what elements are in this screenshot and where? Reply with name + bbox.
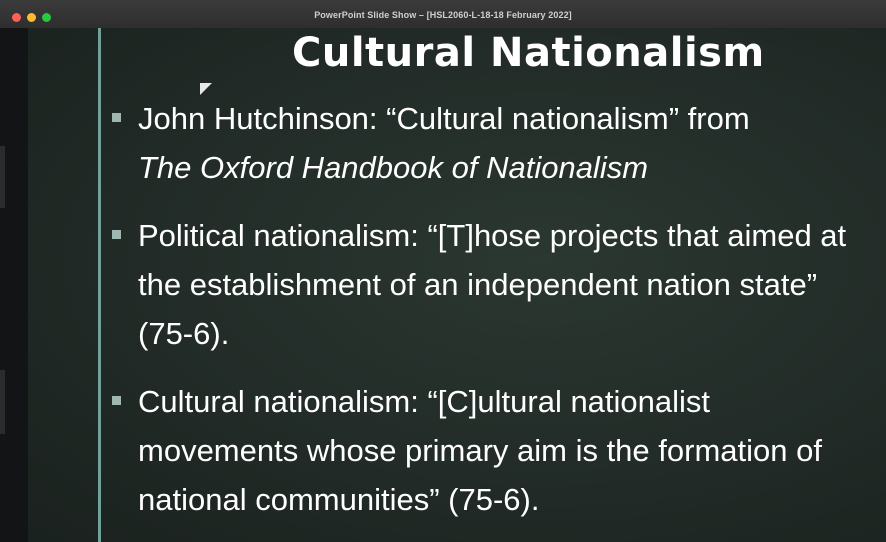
bullet-item: Cultural nationalism: “[C]ultural nation…: [108, 377, 878, 524]
left-desktop-strip: [0, 28, 28, 542]
left-edge-tab: [0, 370, 5, 434]
left-edge-tab: [0, 146, 5, 208]
bullet-item: Political nationalism: “[T]hose projects…: [108, 211, 878, 358]
bullet-text: John Hutchinson: “Cultural nationalism” …: [138, 101, 750, 136]
window-titlebar: PowerPoint Slide Show – [HSL2060-L-18-18…: [0, 0, 886, 29]
mouse-pointer-icon: [200, 83, 212, 95]
book-title-text: The Oxford Handbook of Nationalism: [138, 150, 649, 185]
bullet-text: Cultural nationalism: “[C]ultural nation…: [138, 384, 822, 517]
slide-title: Cultural Nationalism: [292, 30, 765, 76]
bullet-item: John Hutchinson: “Cultural nationalism” …: [108, 94, 878, 192]
close-window-button[interactable]: [12, 13, 21, 22]
window-title: PowerPoint Slide Show – [HSL2060-L-18-18…: [314, 10, 572, 20]
square-bullet-icon: [112, 230, 121, 239]
slide-accent-line: [98, 28, 101, 542]
fullscreen-window-button[interactable]: [42, 13, 51, 22]
minimize-window-button[interactable]: [27, 13, 36, 22]
bullet-text: Political nationalism: “[T]hose projects…: [138, 218, 847, 351]
slide-canvas[interactable]: Cultural Nationalism John Hutchinson: “C…: [28, 28, 886, 542]
square-bullet-icon: [112, 396, 121, 405]
bullet-list: John Hutchinson: “Cultural nationalism” …: [108, 94, 878, 524]
square-bullet-icon: [112, 113, 121, 122]
